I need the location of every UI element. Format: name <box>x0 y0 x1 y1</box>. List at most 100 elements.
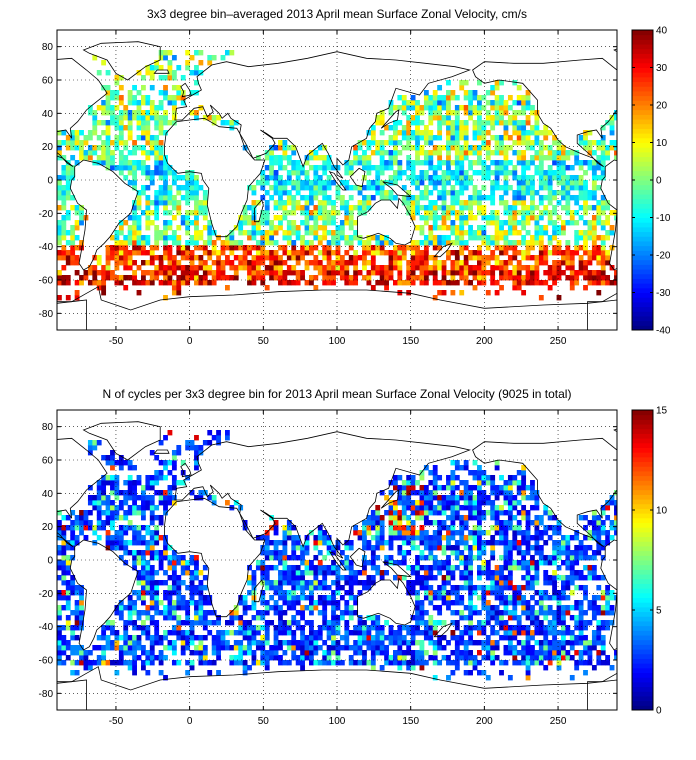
bin-cell <box>432 260 438 266</box>
bin-cell <box>326 280 332 286</box>
bin-cell <box>118 85 124 91</box>
bin-cell <box>304 280 310 286</box>
bin-cell <box>87 135 93 141</box>
bin-cell <box>561 645 566 651</box>
bin-cell <box>415 255 420 261</box>
bin-cell <box>477 120 482 126</box>
bin-cell <box>591 575 597 581</box>
bin-cell <box>313 660 319 666</box>
bin-cell <box>118 545 124 551</box>
bin-cell <box>344 545 350 551</box>
bin-cell <box>525 540 531 546</box>
bin-cell <box>353 150 359 156</box>
bin-cell <box>494 640 500 646</box>
bin-cell <box>468 225 473 231</box>
bin-cell <box>525 275 531 281</box>
bin-cell <box>565 240 571 246</box>
bin-cell <box>70 635 76 641</box>
bin-cell <box>154 205 160 211</box>
bin-cell <box>530 585 535 591</box>
bin-cell <box>437 620 443 626</box>
bin-cell <box>225 50 230 56</box>
colorbar-swatch <box>632 208 653 214</box>
bin-cell <box>189 195 195 201</box>
bin-cell <box>463 80 469 86</box>
bin-cell <box>180 595 186 601</box>
bin-cell <box>370 615 376 621</box>
bin-cell <box>552 575 557 581</box>
bin-cell <box>335 625 341 631</box>
bin-cell <box>499 600 504 606</box>
bin-cell <box>335 545 341 551</box>
bin-cell <box>393 105 398 111</box>
bin-cell <box>163 170 168 176</box>
bin-cell <box>163 235 168 241</box>
bin-cell <box>286 555 292 561</box>
bin-cell <box>565 610 571 616</box>
bin-cell <box>313 170 319 176</box>
bin-cell <box>141 150 146 156</box>
bin-cell <box>286 660 292 666</box>
bin-cell <box>141 665 146 671</box>
bin-cell <box>180 215 186 221</box>
bin-cell <box>561 145 566 151</box>
bin-cell <box>149 645 155 651</box>
bin-cell <box>335 165 341 171</box>
bin-cell <box>388 160 394 166</box>
bin-cell <box>105 70 111 76</box>
bin-cell <box>251 265 257 271</box>
bin-cell <box>565 555 571 561</box>
bin-cell <box>57 145 62 151</box>
bin-cell <box>521 280 527 286</box>
bin-cell <box>477 525 482 531</box>
bin-cell <box>335 575 341 581</box>
bin-cell <box>538 225 544 231</box>
bin-cell <box>569 550 575 556</box>
bin-cell <box>247 665 252 671</box>
bin-cell <box>291 640 297 646</box>
bin-cell <box>171 260 177 266</box>
bin-cell <box>375 640 381 646</box>
bin-cell <box>379 575 385 581</box>
bin-cell <box>388 270 394 276</box>
bin-cell <box>428 255 434 261</box>
bin-cell <box>366 165 372 171</box>
bin-cell <box>525 600 531 606</box>
bin-cell <box>167 600 173 606</box>
bin-cell <box>534 570 540 576</box>
bin-cell <box>238 640 244 646</box>
bin-cell <box>216 265 221 271</box>
bin-cell <box>556 540 562 546</box>
bin-cell <box>207 660 213 666</box>
bin-cell <box>428 165 434 171</box>
bin-cell <box>247 575 252 581</box>
bin-cell <box>273 155 279 161</box>
bin-cell <box>198 235 204 241</box>
bin-cell <box>171 120 177 126</box>
bin-cell <box>370 265 376 271</box>
bin-cell <box>503 650 509 656</box>
colorbar-swatch <box>632 287 653 293</box>
colorbar-swatch <box>632 119 653 125</box>
bin-cell <box>432 530 438 536</box>
bin-cell <box>79 215 84 221</box>
bin-cell <box>556 665 562 671</box>
bin-cell <box>450 135 456 141</box>
bin-cell <box>309 585 314 591</box>
bin-cell <box>463 155 469 161</box>
bin-cell <box>87 155 93 161</box>
bin-cell <box>149 105 155 111</box>
bin-cell <box>180 600 186 606</box>
bin-cell <box>247 650 252 656</box>
bin-cell <box>339 195 345 201</box>
bin-cell <box>70 580 76 586</box>
bin-cell <box>92 110 98 116</box>
bin-cell <box>459 160 465 166</box>
bin-cell <box>83 270 89 276</box>
bin-cell <box>556 250 562 256</box>
bin-cell <box>176 85 182 91</box>
bin-cell <box>468 105 473 111</box>
bin-cell <box>118 525 124 531</box>
bin-cell <box>269 195 275 201</box>
bin-cell <box>282 245 288 251</box>
